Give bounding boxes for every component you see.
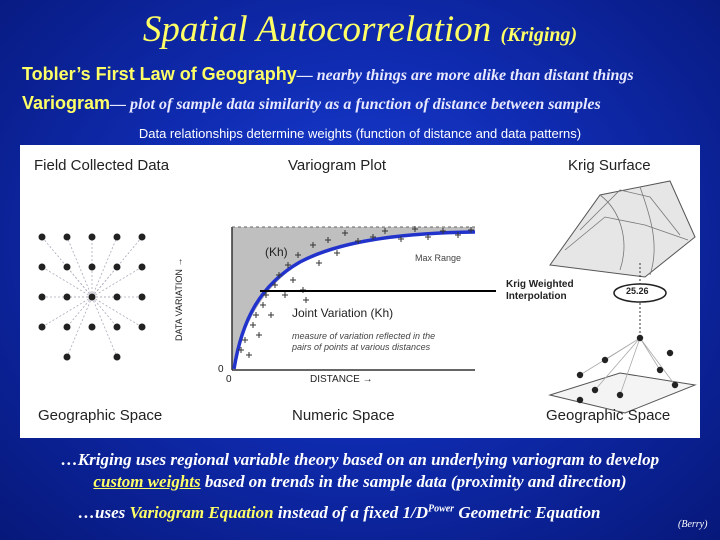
variogram-curve <box>232 230 476 370</box>
summary-line1: …Kriging uses regional variable theory b… <box>60 450 660 469</box>
field-data-title: Field Collected Data <box>34 157 170 174</box>
variogram-equation-highlight: Variogram Equation <box>129 503 274 522</box>
measure-note-line2: pairs of points at various distances <box>292 342 431 352</box>
kriging-figure: Field Collected Data Variogram Plot Krig… <box>20 145 700 438</box>
x-axis-zero: 0 <box>226 374 232 385</box>
equation-note-middle: instead of a fixed 1/D <box>277 503 428 522</box>
geographic-space-left: Geographic Space <box>38 407 163 424</box>
kriging-summary: …Kriging uses regional variable theory b… <box>0 449 720 493</box>
data-relationships-note: Data relationships determine weights (fu… <box>138 126 582 141</box>
figure-graphics <box>38 180 697 414</box>
equation-note-start: …uses <box>78 503 126 522</box>
title-sub: (Kriging) <box>500 24 578 46</box>
variogram-rest: — plot of sample data similarity as a fu… <box>110 96 601 113</box>
joint-variation-label: Joint Variation (Kh) <box>292 306 394 320</box>
y-axis-zero: 0 <box>218 364 224 375</box>
custom-weights-highlight: custom weights <box>93 472 201 491</box>
y-axis-label: DATA VARIATION → <box>174 257 184 341</box>
summary-line2: based on trends in the sample data (prox… <box>204 472 627 491</box>
kh-label: (Kh) <box>265 245 288 259</box>
sample-pairs <box>238 226 474 358</box>
tobler-law-line: Tobler’s First Law of Geography— nearby … <box>22 64 634 85</box>
variogram-plot-title: Variogram Plot <box>288 157 387 174</box>
max-range-label: Max Range <box>415 253 462 263</box>
interpolated-value: 25.26 <box>626 286 649 296</box>
krig-surface <box>548 180 697 414</box>
variogram-plot <box>231 226 496 371</box>
krig-weighted-label-line2: Interpolation <box>506 291 567 302</box>
author-credit: (Berry) <box>678 519 708 530</box>
power-superscript: Power <box>427 503 455 515</box>
variogram-equation-note: …uses Variogram Equation instead of a fi… <box>78 503 600 523</box>
slide-title: Spatial Autocorrelation (Kriging) <box>0 8 720 51</box>
field-data-grid <box>38 233 146 361</box>
tobler-law-lead: Tobler’s First Law of Geography <box>22 64 297 84</box>
variogram-line: Variogram— plot of sample data similarit… <box>22 93 601 114</box>
krig-surface-title: Krig Surface <box>568 157 651 174</box>
equation-note-end: Geometric Equation <box>458 503 601 522</box>
measure-note-line1: measure of variation reflected in the <box>292 331 436 341</box>
title-main: Spatial Autocorrelation <box>142 9 492 50</box>
x-axis-label: DISTANCE → <box>310 374 373 385</box>
geographic-space-right: Geographic Space <box>546 407 671 424</box>
krig-weighted-label-line1: Krig Weighted <box>506 279 574 290</box>
numeric-space-label: Numeric Space <box>292 407 395 424</box>
tobler-law-rest: — nearby things are more alike than dist… <box>296 67 634 84</box>
variogram-lead: Variogram <box>22 93 111 113</box>
